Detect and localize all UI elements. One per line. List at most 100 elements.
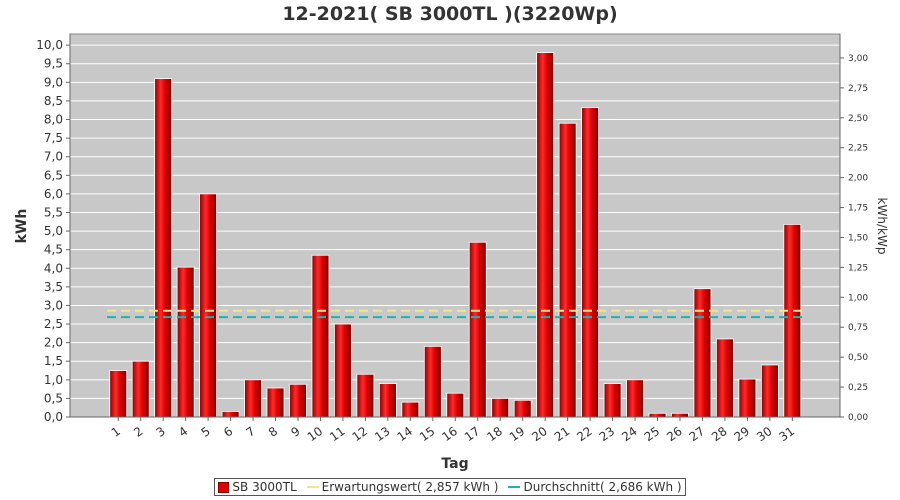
bar-day-10: [311, 254, 330, 418]
y-tick-label: 7,5: [44, 131, 63, 145]
y-axis-left: 0,0 0,5 1,0 1,5 2,0 2,5 3,0 3,5 4,0 4,5 5,0 5,5 6,0 6…: [36, 34, 71, 424]
bar-day-8: [266, 387, 285, 418]
bar-day-24: [626, 379, 644, 418]
x-tick-label: 7: [243, 424, 257, 440]
bar-day-23: [603, 383, 622, 418]
y-tick-label: 4,5: [44, 243, 63, 257]
legend-item-bar: SB 3000TL: [218, 480, 297, 494]
bars: [107, 52, 804, 418]
y-axis-label: kWh: [14, 209, 30, 244]
y2-tick-label: 1,00: [848, 293, 868, 303]
y2-tick-label: 1,75: [848, 204, 868, 214]
bar-day-11: [334, 323, 352, 418]
y2-axis-label: kWh/kWp: [875, 198, 889, 255]
y-tick-label: 4,0: [44, 261, 63, 275]
bar-day-1: [109, 370, 128, 418]
y2-tick-label: 0,50: [848, 353, 868, 363]
bar-day-13: [378, 383, 397, 418]
y2-tick-label: 1,25: [848, 263, 868, 273]
y-tick-label: 1,5: [44, 354, 63, 368]
y-tick-label: 6,0: [44, 187, 63, 201]
x-tick-label: 29: [732, 424, 753, 444]
legend: SB 3000TL Erwartungswert( 2,857 kWh ) Du…: [214, 478, 686, 496]
y2-tick-label: 0,00: [848, 413, 868, 423]
x-tick-label: 15: [417, 424, 438, 444]
x-axis-label: Tag: [441, 456, 468, 472]
x-tick-label: 1: [109, 424, 123, 440]
legend-swatch-average: [508, 486, 521, 488]
y-tick-label: 5,0: [44, 224, 63, 238]
x-tick-label: 2: [131, 424, 145, 440]
y-tick-label: 6,5: [44, 168, 63, 182]
x-axis: 1 2 3 4 5 6 7 8 9 10 11 12 13 14 15 16 17 18 19 20 21 22 23 24 2…: [70, 416, 840, 444]
bar-day-6: [221, 411, 240, 418]
x-tick-label: 16: [439, 424, 460, 444]
x-tick-label: 27: [687, 424, 708, 444]
x-tick-label: 26: [664, 424, 685, 444]
x-tick-label: 28: [709, 424, 730, 444]
y-tick-label: 5,5: [44, 205, 63, 219]
y2-tick-label: 1,50: [848, 233, 868, 243]
y-tick-label: 7,0: [44, 150, 63, 164]
y2-tick-label: 2,25: [848, 144, 868, 154]
x-tick-label: 19: [507, 424, 528, 444]
chart-title: 12-2021( SB 3000TL )(3220Wp): [282, 3, 617, 25]
x-tick-label: 9: [288, 424, 302, 440]
y-tick-label: 2,5: [44, 317, 63, 331]
bar-day-19: [513, 399, 532, 418]
bar-day-15: [423, 345, 442, 418]
x-tick-label: 18: [484, 424, 505, 444]
bar-day-27: [693, 288, 712, 418]
y-tick-label: 10,0: [36, 38, 63, 52]
y-tick-label: 0,0: [44, 410, 63, 424]
x-tick-label: 4: [176, 424, 190, 440]
bar-day-20: [536, 52, 555, 418]
legend-swatch-bar: [218, 481, 230, 493]
bar-day-29: [738, 378, 757, 418]
bar-day-31: [783, 223, 802, 418]
x-tick-label: 13: [372, 424, 393, 444]
x-tick-label: 12: [350, 424, 371, 444]
bar-day-26: [671, 412, 689, 418]
bar-day-25: [648, 412, 667, 418]
legend-item-expectation: Erwartungswert( 2,857 kWh ): [306, 480, 499, 494]
legend-label-expectation: Erwartungswert( 2,857 kWh ): [321, 480, 499, 494]
x-tick-label: 24: [619, 424, 640, 444]
bar-day-12: [356, 373, 375, 418]
y-tick-label: 8,5: [44, 94, 63, 108]
y2-tick-label: 3,00: [848, 54, 868, 64]
legend-label-average: Durchschnitt( 2,686 kWh ): [523, 480, 682, 494]
bar-day-3: [154, 78, 173, 418]
bar-day-18: [491, 398, 510, 418]
x-tick-label: 14: [395, 424, 416, 444]
bar-day-4: [176, 266, 195, 418]
bar-day-14: [401, 401, 420, 418]
y2-tick-label: 0,25: [848, 383, 868, 393]
legend-swatch-expectation: [306, 486, 319, 488]
bar-day-17: [468, 241, 487, 418]
y-tick-label: 0,5: [44, 391, 63, 405]
y-tick-label: 3,5: [44, 280, 63, 294]
bar-day-21: [558, 122, 577, 418]
plot-area: [69, 33, 841, 418]
y2-tick-label: 2,75: [848, 84, 868, 94]
x-tick-label: 10: [305, 424, 326, 444]
legend-label-bar: SB 3000TL: [232, 480, 297, 494]
bar-day-28: [716, 338, 734, 418]
y2-tick-label: 2,00: [848, 174, 868, 184]
y-tick-label: 9,5: [44, 57, 63, 71]
x-tick-label: 3: [154, 424, 168, 440]
x-tick-label: 5: [199, 424, 213, 440]
x-tick-label: 31: [777, 424, 798, 444]
bar-day-2: [131, 360, 150, 418]
y-tick-label: 3,0: [44, 298, 63, 312]
x-tick-label: 23: [597, 424, 618, 444]
x-tick-label: 11: [327, 424, 348, 444]
x-tick-label: 21: [552, 424, 573, 444]
x-tick-label: 20: [529, 424, 550, 444]
x-tick-label: 30: [754, 424, 775, 444]
y-axis-right: 0,00 0,25 0,50 0,75 1,00 1,25 1,50 1,75 2,00 2,25…: [839, 34, 868, 423]
bar-day-5: [199, 193, 218, 418]
x-tick-label: 25: [642, 424, 663, 444]
